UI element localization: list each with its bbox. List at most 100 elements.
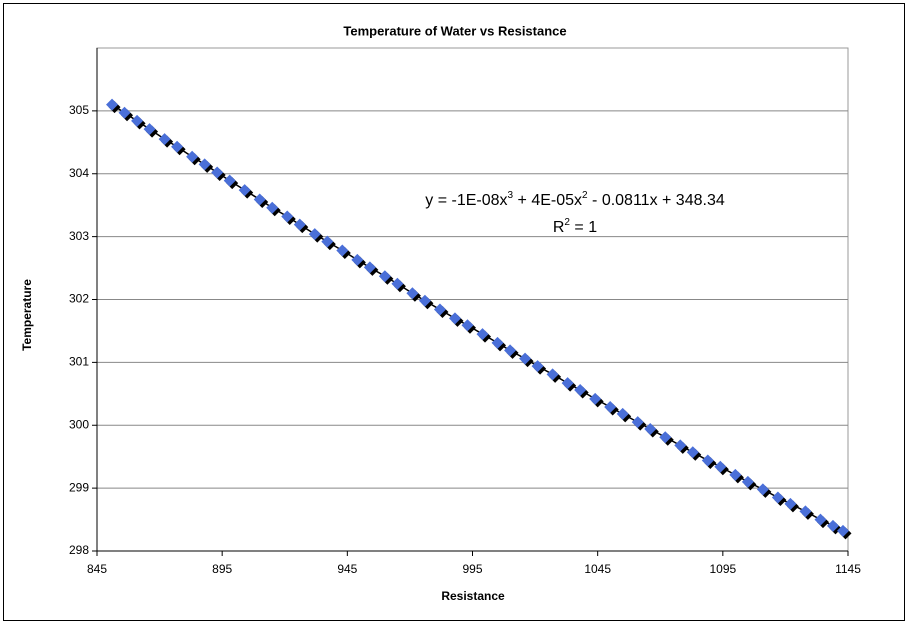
point <box>266 201 281 217</box>
point-marker <box>238 184 251 197</box>
point-marker <box>461 319 474 332</box>
point-marker <box>378 270 391 283</box>
point-marker <box>561 377 574 390</box>
point <box>131 114 146 130</box>
chart-title: Temperature of Water vs Resistance <box>343 23 566 38</box>
point <box>799 505 814 520</box>
point <box>491 336 507 352</box>
point-marker <box>589 392 602 405</box>
point-marker <box>729 468 742 481</box>
point-marker <box>799 505 812 518</box>
point <box>784 497 799 513</box>
point-marker <box>519 352 532 365</box>
point <box>631 416 647 431</box>
y-tick-label: 302 <box>69 292 89 306</box>
point <box>561 377 577 392</box>
point-marker <box>118 106 131 119</box>
point-marker <box>418 294 431 307</box>
point <box>659 431 674 446</box>
point-marker <box>531 360 544 373</box>
point-marker <box>293 218 306 231</box>
point-marker <box>476 328 489 341</box>
point <box>308 228 324 243</box>
point-marker <box>406 287 419 300</box>
point-marker <box>448 312 461 325</box>
y-tick-label: 305 <box>69 103 89 117</box>
point-marker <box>491 336 504 349</box>
point <box>186 150 201 166</box>
point-marker <box>826 519 839 532</box>
point <box>616 407 632 423</box>
point <box>363 261 379 276</box>
point <box>448 312 464 327</box>
point-marker <box>504 344 517 357</box>
annotation-text: = 1 <box>570 219 597 236</box>
point <box>238 184 254 199</box>
point-marker <box>351 253 364 266</box>
point-marker <box>771 491 784 504</box>
point <box>729 468 744 484</box>
annotation-text: + 4E-05x <box>513 192 582 209</box>
point-marker <box>211 166 224 179</box>
point <box>281 210 296 226</box>
y-tick-label: 304 <box>69 166 89 180</box>
x-tick-label: 1145 <box>835 562 861 576</box>
point-marker <box>756 483 769 496</box>
y-tick-label: 300 <box>69 417 89 431</box>
point-marker <box>106 98 119 111</box>
point-marker <box>433 303 446 316</box>
x-tick-label: 995 <box>462 562 482 576</box>
annotation-superscript: 3 <box>508 190 514 201</box>
point <box>143 123 159 138</box>
x-tick-label: 895 <box>212 562 232 576</box>
point-marker <box>784 497 797 510</box>
point <box>418 294 434 310</box>
point-marker <box>308 228 321 241</box>
point-marker <box>674 439 687 452</box>
point <box>391 277 406 293</box>
x-tick-label: 845 <box>87 562 107 576</box>
point-marker <box>814 513 827 526</box>
point-marker <box>131 114 144 127</box>
point <box>321 235 336 251</box>
point-marker <box>143 123 156 136</box>
point-marker <box>223 174 236 187</box>
x-tick-label: 1095 <box>709 562 736 576</box>
point-marker <box>836 524 849 537</box>
point <box>836 524 852 540</box>
point <box>546 368 562 383</box>
point <box>504 344 519 359</box>
point-marker <box>281 210 294 223</box>
point <box>433 303 449 319</box>
y-axis-label: Temperature <box>20 279 34 351</box>
annotation-superscript: 2 <box>564 217 570 228</box>
point-marker <box>171 140 184 153</box>
point <box>106 98 121 114</box>
point-marker <box>363 261 376 274</box>
point-marker <box>546 368 559 381</box>
point-marker <box>186 150 199 163</box>
point <box>336 244 351 259</box>
y-tick-label: 301 <box>69 355 89 369</box>
point <box>223 174 239 190</box>
point <box>198 158 214 173</box>
point <box>158 133 174 148</box>
point <box>519 352 534 368</box>
annotation-text: R <box>553 219 565 236</box>
y-tick-label: 298 <box>69 543 89 557</box>
point <box>378 270 394 285</box>
point <box>714 460 729 476</box>
point <box>211 166 226 181</box>
point-marker <box>644 423 657 436</box>
point <box>686 446 702 461</box>
annotation-superscript: 2 <box>582 190 588 201</box>
point <box>589 392 604 408</box>
point-marker <box>616 407 629 420</box>
y-tick-label: 299 <box>69 480 89 494</box>
point <box>701 454 717 469</box>
point-marker <box>253 193 266 206</box>
point <box>531 360 547 375</box>
point-marker <box>701 454 714 467</box>
point <box>814 513 829 529</box>
